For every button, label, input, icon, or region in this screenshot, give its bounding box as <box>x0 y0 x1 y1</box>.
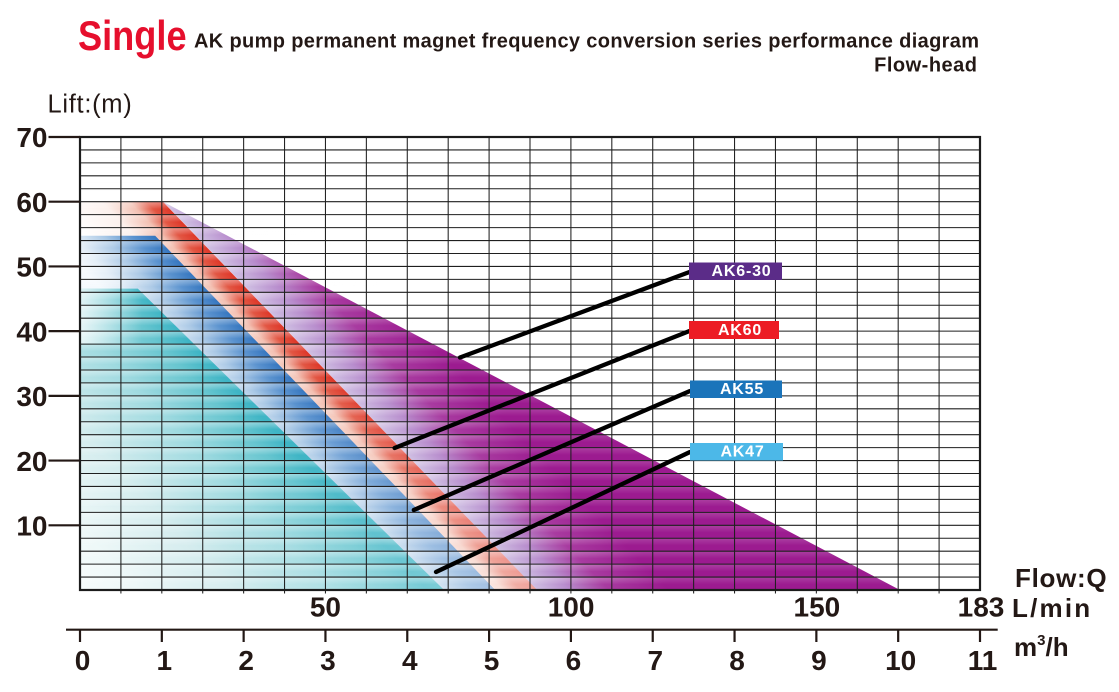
svg-text:Single: Single <box>78 13 187 59</box>
svg-text:50: 50 <box>310 592 341 623</box>
svg-text:100: 100 <box>548 592 595 623</box>
svg-text:70: 70 <box>16 122 47 153</box>
svg-text:150: 150 <box>794 592 841 623</box>
svg-text:0: 0 <box>75 645 91 676</box>
svg-text:10: 10 <box>885 645 916 676</box>
svg-text:AK pump permanent magnet frequ: AK pump permanent magnet frequency conve… <box>194 31 979 53</box>
svg-text:40: 40 <box>16 316 47 347</box>
svg-text:10: 10 <box>16 510 47 541</box>
svg-text:6: 6 <box>566 645 582 676</box>
svg-text:30: 30 <box>16 381 47 412</box>
svg-text:11: 11 <box>968 645 998 676</box>
svg-text:7: 7 <box>647 645 663 676</box>
svg-text:8: 8 <box>729 645 745 676</box>
svg-text:9: 9 <box>811 645 827 676</box>
svg-text:20: 20 <box>16 446 47 477</box>
svg-text:AK47: AK47 <box>720 444 764 461</box>
svg-text:m3/h: m3/h <box>1014 632 1069 662</box>
svg-text:AK55: AK55 <box>720 381 764 398</box>
svg-text:3: 3 <box>320 645 336 676</box>
svg-text:L/min: L/min <box>1012 593 1092 623</box>
svg-text:AK6-30: AK6-30 <box>712 263 772 280</box>
svg-text:60: 60 <box>16 187 47 218</box>
svg-text:1: 1 <box>157 645 173 676</box>
svg-text:5: 5 <box>484 645 500 676</box>
svg-text:Lift:(m): Lift:(m) <box>48 91 133 119</box>
svg-text:Flow-head: Flow-head <box>874 55 977 77</box>
svg-text:AK60: AK60 <box>718 322 762 339</box>
svg-text:183: 183 <box>958 592 1005 623</box>
svg-text:50: 50 <box>16 252 47 283</box>
svg-text:4: 4 <box>402 645 418 676</box>
svg-text:Flow:Q: Flow:Q <box>1015 563 1107 593</box>
svg-text:2: 2 <box>238 645 254 676</box>
